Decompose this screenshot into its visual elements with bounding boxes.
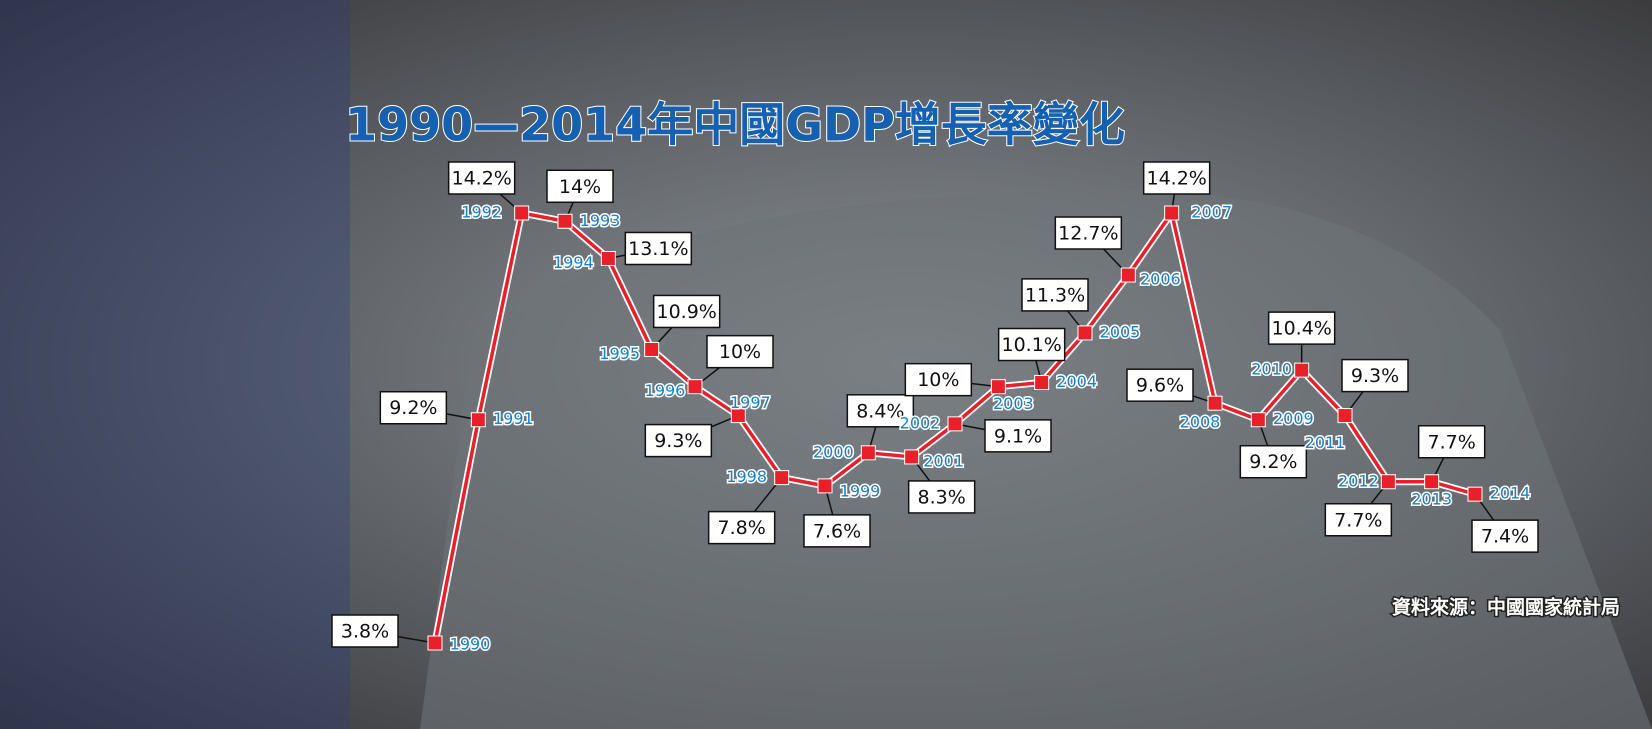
value-label: 14.2% [1146, 168, 1206, 190]
data-point [428, 636, 442, 650]
year-label: 2000 [813, 442, 854, 461]
year-label: 1996 [645, 381, 686, 400]
value-label: 10.4% [1271, 318, 1331, 340]
value-label: 13.1% [628, 238, 688, 260]
data-point [948, 417, 962, 431]
value-label: 14.2% [451, 168, 511, 190]
data-point [558, 214, 572, 228]
data-point [775, 471, 789, 485]
year-label: 1990 [450, 635, 491, 654]
data-point [1078, 326, 1092, 340]
value-label: 7.7% [1334, 509, 1382, 531]
year-label: 1999 [840, 481, 881, 500]
year-label: 2004 [1056, 372, 1097, 391]
year-label: 1997 [730, 393, 771, 412]
year-label: 2013 [1411, 489, 1452, 508]
value-label: 8.4% [856, 400, 904, 422]
data-point [645, 342, 659, 356]
data-point [1381, 475, 1395, 489]
value-label: 8.3% [918, 486, 966, 508]
source-note: 資料來源：中國國家統計局 [1392, 596, 1620, 619]
value-label: 7.8% [718, 517, 766, 539]
year-label: 2011 [1305, 433, 1346, 452]
data-point [1295, 363, 1309, 377]
chart-title: 1990—2014年中國GDP增長率變化 [345, 98, 1125, 152]
year-label: 2005 [1100, 322, 1141, 341]
data-point [1035, 376, 1049, 390]
value-label: 10% [719, 341, 761, 363]
year-label: 2003 [993, 394, 1034, 413]
value-label: 9.3% [1351, 365, 1399, 387]
data-point [515, 206, 529, 220]
year-label: 1995 [599, 344, 640, 363]
value-label: 7.7% [1428, 431, 1476, 453]
value-label: 12.7% [1058, 223, 1118, 245]
data-point [471, 413, 485, 427]
data-point [601, 251, 615, 265]
value-label: 9.3% [654, 430, 702, 452]
value-label: 9.6% [1136, 375, 1184, 397]
year-label: 1992 [461, 203, 502, 222]
data-point [688, 380, 702, 394]
data-point [991, 380, 1005, 394]
data-point [1165, 206, 1179, 220]
year-label: 2010 [1251, 360, 1292, 379]
infographic: 1990—2014年中國GDP增長率變化 資料來源：中國國家統計局 3.8% 19… [0, 0, 1652, 729]
data-point [1425, 475, 1439, 489]
data-point [861, 446, 875, 460]
people-area [0, 0, 350, 729]
value-label: 3.8% [341, 621, 389, 643]
value-label: 9.1% [994, 425, 1042, 447]
year-label: 2009 [1273, 409, 1314, 428]
data-point [1121, 268, 1135, 282]
value-label: 9.2% [389, 397, 437, 419]
data-point [1251, 413, 1265, 427]
year-label: 1998 [726, 467, 767, 486]
data-point [905, 450, 919, 464]
year-label: 2014 [1490, 484, 1531, 503]
chart: 1990—2014年中國GDP增長率變化 資料來源：中國國家統計局 3.8% 19… [0, 0, 1652, 729]
year-label: 1994 [553, 253, 594, 272]
year-label: 1991 [493, 409, 534, 428]
year-label: 2012 [1338, 471, 1379, 490]
year-label: 2001 [923, 451, 964, 470]
value-label: 7.6% [813, 520, 861, 542]
value-label: 10.1% [1001, 334, 1061, 356]
value-label: 10.9% [656, 301, 716, 323]
data-point [818, 479, 832, 493]
value-label: 14% [559, 176, 601, 198]
year-label: 2008 [1180, 413, 1221, 432]
year-label: 2006 [1140, 270, 1181, 289]
value-label: 9.2% [1249, 451, 1297, 473]
value-label: 11.3% [1025, 284, 1085, 306]
year-label: 1993 [580, 211, 621, 230]
data-point [1208, 396, 1222, 410]
data-point [1468, 487, 1482, 501]
year-label: 2002 [900, 413, 941, 432]
value-label: 10% [917, 369, 959, 391]
value-label: 7.4% [1481, 526, 1529, 548]
data-point [1338, 409, 1352, 423]
year-label: 2007 [1191, 203, 1232, 222]
